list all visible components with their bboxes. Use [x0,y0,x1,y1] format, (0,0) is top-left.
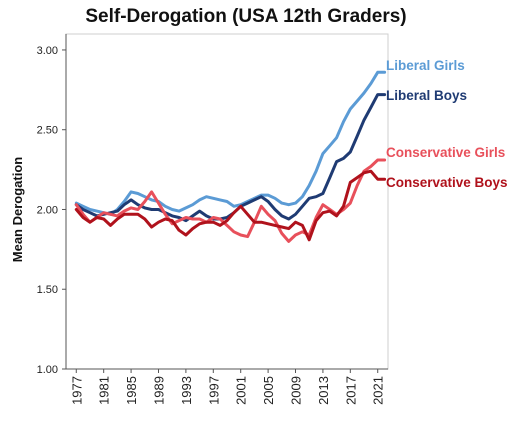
x-tick-label: 1977 [69,376,84,405]
y-tick-label: 2.50 [37,125,58,137]
series-label-conservative-girls: Conservative Girls [386,145,505,160]
x-tick-label: 1993 [179,376,194,405]
x-tick-label: 1985 [124,376,139,405]
y-tick-label: 2.00 [37,204,58,216]
y-tick-label: 1.00 [37,364,58,376]
x-tick-label: 1997 [206,376,221,405]
series-line-conservative-boys [74,169,387,242]
x-tick-label: 2005 [261,376,276,405]
y-axis-ticks: 1.00 1.50 2.00 2.50 3.00 [37,45,66,376]
series-label-conservative-boys: Conservative Boys [386,175,508,190]
y-tick-label: 3.00 [37,45,58,57]
series-lines [74,70,387,243]
x-tick-label: 2009 [289,376,304,405]
chart-axes [65,33,389,370]
series-labels: Liberal Girls Liberal Boys Conservative Gi… [386,58,508,190]
x-tick-label: 2001 [234,376,249,405]
x-tick-label: 2017 [343,376,358,405]
x-tick-label: 2021 [371,376,386,405]
x-tick-label: 1981 [97,376,112,405]
series-line-liberal-girls [74,70,387,216]
series-label-liberal-girls: Liberal Girls [386,58,465,73]
series-line-conservative-girls [74,158,387,243]
x-tick-label: 2013 [316,376,331,405]
x-axis-ticks: 1977 1981 1985 1989 1993 1997 2001 2005 2009 2013… [69,369,386,405]
x-tick-label: 1989 [151,376,166,405]
y-tick-label: 1.50 [37,284,58,296]
y-axis-label: Mean Derogation [10,157,25,263]
series-label-liberal-boys: Liberal Boys [386,88,467,103]
chart-title: Self-Derogation (USA 12th Graders) [85,6,406,27]
